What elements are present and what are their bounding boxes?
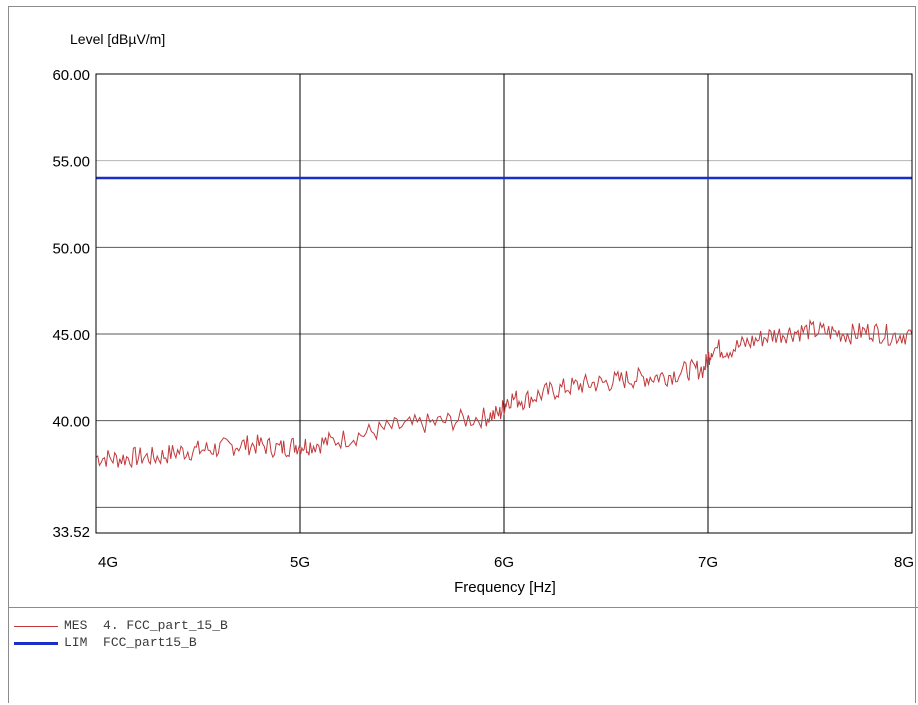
legend-label-lim: FCC_part15_B	[103, 635, 197, 650]
y-tick-label: 40.00	[52, 414, 90, 431]
y-tick-label: 33.52	[52, 524, 90, 541]
legend-item-mes: MES 4. FCC_part_15_B	[14, 618, 228, 635]
chart-svg: Level [dBµV/m] Frequency [Hz] 4G 5G 6G 7G 8G…	[52, 31, 914, 596]
y-tick-label: 45.00	[52, 327, 90, 344]
x-tick-label: 8G	[894, 554, 914, 571]
x-tick-label: 7G	[698, 554, 718, 571]
x-axis-label: Frequency [Hz]	[454, 579, 556, 596]
x-tick-label: 5G	[290, 554, 310, 571]
y-axis-label: Level [dBµV/m]	[70, 31, 165, 47]
chart-frame	[8, 6, 916, 703]
legend-type-mes: MES	[64, 618, 88, 633]
series-mes-line	[95, 318, 913, 469]
y-tick-label: 60.00	[52, 67, 90, 84]
legend-type-lim: LIM	[64, 635, 88, 650]
y-tick-label: 55.00	[52, 154, 90, 171]
plot-area-border	[95, 73, 913, 534]
legend-item-lim: LIM FCC_part15_B	[14, 635, 197, 652]
legend-label-mes: 4. FCC_part_15_B	[103, 618, 228, 633]
legend-swatch-lim	[14, 642, 58, 645]
x-tick-label: 6G	[494, 554, 514, 571]
legend: MES 4. FCC_part_15_B LIM FCC_part15_B	[14, 618, 228, 652]
legend-swatch-mes	[14, 626, 58, 627]
legend-separator	[8, 607, 918, 608]
x-tick-label: 4G	[98, 554, 118, 571]
y-tick-label: 50.00	[52, 240, 90, 257]
